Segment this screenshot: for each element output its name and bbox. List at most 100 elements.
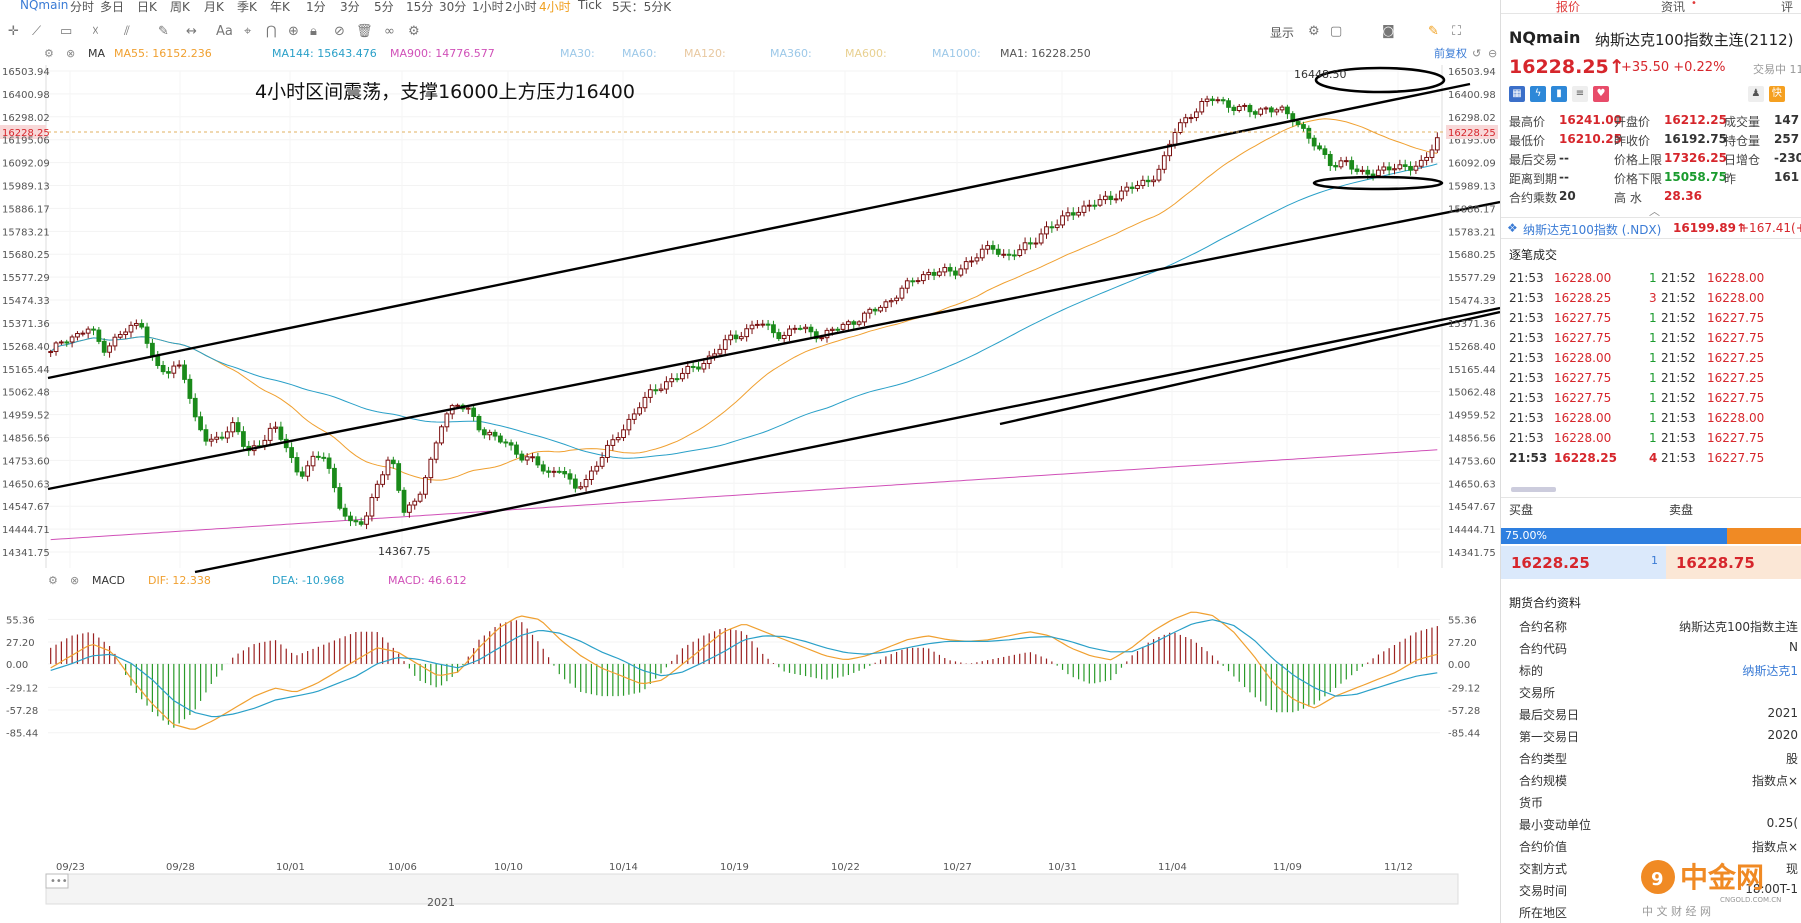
period-5[interactable]: 月K xyxy=(204,0,224,14)
alert-icon[interactable]: ♟ xyxy=(1747,86,1764,102)
zoom-tool-icon[interactable]: ⊕ xyxy=(288,24,299,39)
quick-trade-icon[interactable]: 快 xyxy=(1768,86,1785,102)
candle xyxy=(808,326,814,333)
candle xyxy=(439,426,444,444)
delete-icon[interactable]: 🗑︎ xyxy=(356,24,373,39)
info-label: 合约价值 xyxy=(1519,840,1568,854)
candle xyxy=(519,453,525,461)
period-4[interactable]: 周K xyxy=(170,0,190,14)
text-tool-icon[interactable]: Aa xyxy=(216,24,233,39)
tab-quote[interactable]: 报价 xyxy=(1556,0,1581,14)
period-7[interactable]: 年K xyxy=(270,0,290,14)
pin-icon[interactable]: ⌖ xyxy=(244,24,252,39)
candle xyxy=(626,418,632,431)
tick-row: 21:53 16227.75 1 21:52 16227.75 xyxy=(1501,328,1801,348)
heart-icon[interactable]: ♥ xyxy=(1593,86,1609,102)
fib-tool-icon[interactable]: ☓ xyxy=(92,24,99,39)
time-scroller[interactable] xyxy=(45,873,1459,905)
tab-comment[interactable]: 评 xyxy=(1781,0,1794,14)
period-9[interactable]: 3分 xyxy=(340,0,360,14)
candle xyxy=(1220,99,1226,102)
tick-cell: 21:53 xyxy=(1509,431,1544,445)
period-15[interactable]: 4小时 xyxy=(539,0,571,14)
macd-tick: -29.12 xyxy=(1448,683,1480,694)
macd-tick-left: -85.44 xyxy=(6,729,38,740)
buy-ratio-fill: 75.00% xyxy=(1501,528,1727,544)
tick-cell: 16228.00 xyxy=(1554,411,1612,425)
gear-icon[interactable]: ⚙ xyxy=(1308,24,1320,39)
candle xyxy=(942,267,948,273)
price-tick-left: 15577.29 xyxy=(2,273,50,284)
current-price-right: 16228.25 xyxy=(1448,128,1496,139)
period-11[interactable]: 15分 xyxy=(406,0,434,14)
tick-cell: 21:53 xyxy=(1509,391,1544,405)
fullscreen-icon[interactable]: ⛶ xyxy=(1452,24,1462,39)
period-13[interactable]: 1小时 xyxy=(472,0,504,14)
window-icon[interactable]: ▢ xyxy=(1330,24,1343,39)
doc-icon[interactable]: ≡ xyxy=(1572,86,1588,102)
tick-cell: 4 xyxy=(1649,451,1658,465)
last-price: 16228.25↑ xyxy=(1509,56,1625,78)
macd-title: MACD xyxy=(92,574,125,587)
stat-value: 257 xyxy=(1774,132,1800,146)
scroller-handle[interactable] xyxy=(45,873,69,889)
period-1[interactable]: 分时 xyxy=(70,0,95,14)
price-tick-left: 16298.02 xyxy=(2,113,50,124)
bookmark-icon[interactable]: ▮ xyxy=(1551,86,1567,102)
hide-icon[interactable]: ⊘ xyxy=(334,24,345,39)
lock-icon[interactable]: 🔒︎ xyxy=(310,24,317,39)
ma-item: MA30: xyxy=(560,47,595,60)
period-2[interactable]: 多日 xyxy=(100,0,125,14)
price-tick-left: 16400.98 xyxy=(2,90,50,101)
collapse-icon[interactable]: ︿ xyxy=(1649,205,1660,218)
candle xyxy=(926,271,932,276)
period-8[interactable]: 1分 xyxy=(306,0,326,14)
crosshair-icon[interactable]: ✛ xyxy=(8,24,19,39)
candle xyxy=(1402,164,1408,167)
tick-cell: 16228.00 xyxy=(1554,271,1612,285)
camera-icon[interactable]: ◙ xyxy=(1382,24,1395,39)
candle xyxy=(1413,165,1419,171)
candle xyxy=(599,456,605,467)
candle xyxy=(514,444,519,455)
tick-cell: 21:52 xyxy=(1661,311,1696,325)
period-12[interactable]: 30分 xyxy=(439,0,467,14)
candle xyxy=(589,470,594,481)
period-16[interactable]: Tick xyxy=(578,0,602,12)
candle xyxy=(101,340,107,353)
settings-icon[interactable]: ⚙ xyxy=(408,24,420,39)
period-14[interactable]: 2小时 xyxy=(505,0,537,14)
tick-cell: 1 xyxy=(1649,371,1657,385)
macd-tick: 27.20 xyxy=(1448,638,1477,649)
link-icon[interactable]: ∞ xyxy=(384,24,395,39)
tick-scrollbar[interactable] xyxy=(1511,487,1556,492)
rect-tool-icon[interactable]: ▭ xyxy=(60,24,73,39)
drawing-toolbar: ✛ ⟋ ▭ ☓ ⫽ ✎ ↔ Aa ⌖ ⋂ ⊕ 🔒︎ ⊘ 🗑︎ ∞ ⚙ 显示 ⚙ … xyxy=(0,22,1500,48)
channel-tool-icon[interactable]: ⫽ xyxy=(124,24,130,39)
price-tick-left: 16195.06 xyxy=(2,136,50,147)
period-10[interactable]: 5分 xyxy=(374,0,394,14)
trend-channel-lines[interactable] xyxy=(47,66,1501,574)
period-6[interactable]: 季K xyxy=(237,0,257,14)
candle xyxy=(321,456,327,459)
candle xyxy=(80,332,86,335)
brush-icon[interactable]: ✎ xyxy=(158,24,169,39)
candle xyxy=(385,459,391,476)
tab-news[interactable]: 资讯 xyxy=(1661,0,1686,14)
underlying-index[interactable]: ❖ 纳斯达克100指数 (.NDX) 16199.89↑ +167.41(+ xyxy=(1501,217,1801,239)
period-3[interactable]: 日K xyxy=(137,0,157,14)
line-tool-icon[interactable]: ⟋ xyxy=(32,24,42,39)
chart-area[interactable]: ⚙ ⊗ MA 前复权 ↺ ⊖ MA55: 16152.236 MA144: 156… xyxy=(0,44,1501,923)
arrow-tool-icon[interactable]: ↔ xyxy=(186,24,197,39)
magnet-icon[interactable]: ⋂ xyxy=(266,24,277,39)
period-0[interactable]: NQmain xyxy=(20,0,69,12)
stat-label: 成交量 xyxy=(1724,115,1761,129)
stat-row: 合约乘数 20 高 水 28.36 xyxy=(1509,189,1801,208)
show-menu[interactable]: 显示 xyxy=(1270,26,1295,40)
flag-icon[interactable]: ▦ xyxy=(1509,86,1525,102)
candle xyxy=(182,364,187,380)
lightning-icon[interactable]: ϟ xyxy=(1530,86,1546,102)
price-chart-svg[interactable]: ⚙ ⊗ MA 前复权 ↺ ⊖ MA55: 16152.236 MA144: 156… xyxy=(0,44,1501,923)
pen-icon[interactable]: ✎ xyxy=(1428,24,1439,39)
period-17[interactable]: 5天：5分K xyxy=(612,0,672,14)
